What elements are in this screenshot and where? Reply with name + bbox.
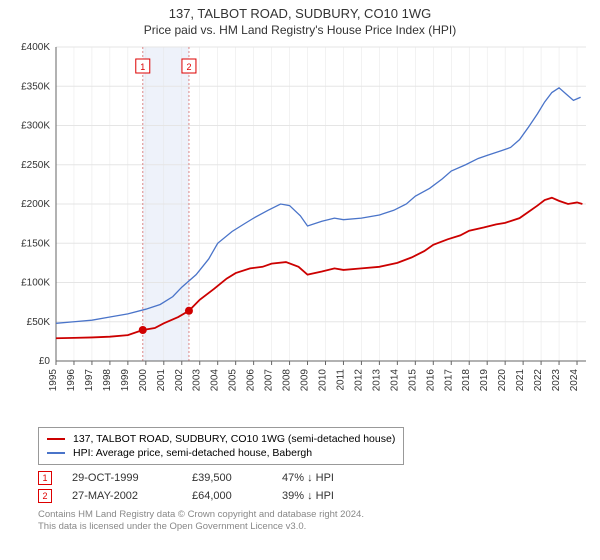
svg-text:2010: 2010 xyxy=(317,369,328,392)
svg-text:1999: 1999 xyxy=(120,369,131,392)
sale-marker-icon: 1 xyxy=(38,471,52,485)
svg-text:2015: 2015 xyxy=(407,369,418,392)
svg-text:2003: 2003 xyxy=(192,369,203,392)
svg-text:2018: 2018 xyxy=(461,369,472,392)
legend-label: HPI: Average price, semi-detached house,… xyxy=(73,446,312,460)
svg-text:2021: 2021 xyxy=(515,369,526,392)
svg-text:2013: 2013 xyxy=(371,369,382,392)
sale-record: 1 29-OCT-1999 £39,500 47% ↓ HPI xyxy=(38,469,590,487)
svg-text:£300K: £300K xyxy=(21,121,50,132)
svg-text:2000: 2000 xyxy=(138,369,149,392)
svg-text:2024: 2024 xyxy=(569,369,580,392)
svg-text:£0: £0 xyxy=(39,356,51,367)
title-block: 137, TALBOT ROAD, SUDBURY, CO10 1WG Pric… xyxy=(10,6,590,37)
svg-text:£350K: £350K xyxy=(21,81,50,92)
legend-swatch-hpi xyxy=(47,452,65,454)
chart-container: 137, TALBOT ROAD, SUDBURY, CO10 1WG Pric… xyxy=(0,0,600,537)
legend-row: 137, TALBOT ROAD, SUDBURY, CO10 1WG (sem… xyxy=(47,432,395,446)
sale-marker-icon: 2 xyxy=(38,489,52,503)
svg-text:2: 2 xyxy=(186,62,191,72)
svg-text:2023: 2023 xyxy=(551,369,562,392)
footer-line: Contains HM Land Registry data © Crown c… xyxy=(38,509,590,521)
sale-delta: 39% ↓ HPI xyxy=(282,490,372,502)
svg-text:2016: 2016 xyxy=(425,369,436,392)
svg-text:£50K: £50K xyxy=(27,317,51,328)
svg-text:2017: 2017 xyxy=(443,369,454,392)
svg-text:1997: 1997 xyxy=(84,369,95,392)
svg-text:2012: 2012 xyxy=(353,369,364,392)
sale-price: £39,500 xyxy=(192,472,262,484)
sale-delta: 47% ↓ HPI xyxy=(282,472,372,484)
sale-date: 27-MAY-2002 xyxy=(72,490,172,502)
sale-date: 29-OCT-1999 xyxy=(72,472,172,484)
svg-text:2001: 2001 xyxy=(156,369,167,392)
svg-text:2022: 2022 xyxy=(533,369,544,392)
svg-text:2020: 2020 xyxy=(497,369,508,392)
legend-swatch-property xyxy=(47,438,65,440)
legend-row: HPI: Average price, semi-detached house,… xyxy=(47,446,395,460)
chart-title: 137, TALBOT ROAD, SUDBURY, CO10 1WG xyxy=(10,6,590,21)
line-chart-svg: £0 £50K £100K £150K £200K £250K £300K £350K £400… xyxy=(10,41,590,421)
svg-text:2014: 2014 xyxy=(389,369,400,392)
sale-price: £64,000 xyxy=(192,490,262,502)
svg-text:2009: 2009 xyxy=(300,369,311,392)
footer-line: This data is licensed under the Open Gov… xyxy=(38,521,590,533)
svg-text:£400K: £400K xyxy=(21,42,50,53)
svg-text:1998: 1998 xyxy=(102,369,113,392)
svg-text:2004: 2004 xyxy=(210,369,221,392)
svg-text:2019: 2019 xyxy=(479,369,490,392)
sale-record: 2 27-MAY-2002 £64,000 39% ↓ HPI xyxy=(38,487,590,505)
svg-text:2007: 2007 xyxy=(264,369,275,392)
chart-area: £0 £50K £100K £150K £200K £250K £300K £350K £400… xyxy=(10,41,590,421)
svg-text:£150K: £150K xyxy=(21,238,50,249)
svg-text:2002: 2002 xyxy=(174,369,185,392)
svg-text:2006: 2006 xyxy=(246,369,257,392)
svg-text:£250K: £250K xyxy=(21,160,50,171)
legend-label: 137, TALBOT ROAD, SUDBURY, CO10 1WG (sem… xyxy=(73,432,395,446)
svg-text:1995: 1995 xyxy=(48,369,59,392)
legend: 137, TALBOT ROAD, SUDBURY, CO10 1WG (sem… xyxy=(38,427,404,465)
svg-text:£200K: £200K xyxy=(21,199,50,210)
svg-text:1: 1 xyxy=(140,62,145,72)
chart-subtitle: Price paid vs. HM Land Registry's House … xyxy=(10,23,590,37)
svg-text:2005: 2005 xyxy=(228,369,239,392)
svg-text:2011: 2011 xyxy=(335,369,346,391)
svg-text:2008: 2008 xyxy=(282,369,293,392)
svg-text:1996: 1996 xyxy=(66,369,77,392)
svg-text:£100K: £100K xyxy=(21,278,50,289)
footer-attribution: Contains HM Land Registry data © Crown c… xyxy=(38,509,590,533)
